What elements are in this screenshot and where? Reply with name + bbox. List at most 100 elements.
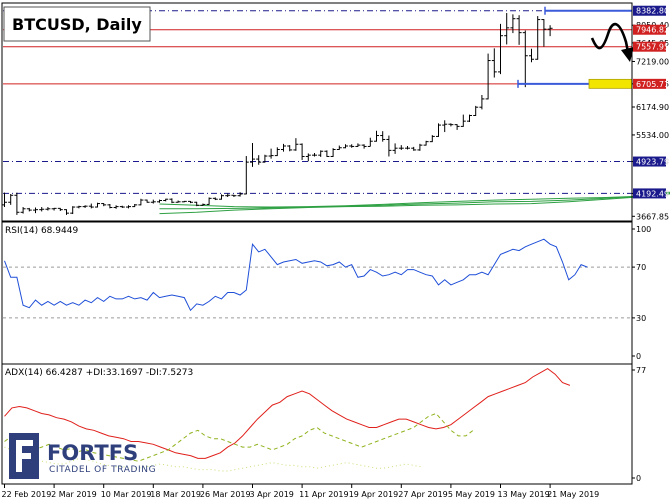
time-tick-label: 26 Mar 2019 — [200, 490, 251, 499]
ohlc-bar — [380, 131, 386, 142]
ohlc-bar — [231, 194, 237, 198]
time-tick-label: 2 Mar 2019 — [51, 490, 97, 499]
ohlc-bar — [516, 15, 522, 45]
ohlc-bar — [367, 137, 373, 147]
rsi-tick-label: 70 — [636, 263, 646, 272]
level-label-box — [633, 24, 666, 35]
bollinger-bands — [159, 191, 670, 215]
time-tick-label: 11 Apr 2019 — [299, 490, 348, 499]
level-label: 6705.71 — [636, 80, 669, 89]
ohlc-bar — [305, 153, 311, 162]
ohlc-bar — [293, 138, 299, 151]
ohlc-bar — [374, 130, 379, 142]
ohlc-bar — [504, 13, 510, 45]
ohlc-bar — [163, 198, 169, 202]
adx-panel: 0 77 ADX(14) 66.4287 +DI:33.1697 -DI:7.52… — [4, 366, 646, 483]
time-tick-label: 13 May 2019 — [498, 490, 550, 499]
rsi-line — [4, 238, 588, 312]
ohlc-bar — [529, 48, 534, 63]
ohlc-bar — [64, 209, 69, 215]
ohlc-bar — [51, 207, 57, 211]
panel-frame-0 — [1, 2, 633, 222]
time-tick-label: 22 Feb 2019 — [2, 490, 52, 499]
adx-title: ADX(14) 66.4287 +DI:33.1697 -DI:7.5273 — [5, 368, 193, 378]
level-label: 4923.79 — [636, 158, 669, 167]
highlight-zone — [588, 78, 633, 89]
ohlc-bars — [2, 13, 553, 215]
level-label-box — [633, 5, 666, 16]
ohlc-bar — [343, 144, 348, 149]
panel-frame-2 — [1, 363, 633, 485]
band-upper-line — [159, 193, 670, 208]
ohlc-bar — [181, 200, 187, 203]
ohlc-bar — [219, 194, 224, 200]
price-tick-label: 5534.00 — [636, 131, 669, 140]
time-tick-label: 19 Apr 2019 — [349, 490, 398, 499]
ohlc-bar — [107, 203, 113, 209]
ohlc-bar — [467, 114, 472, 123]
ohlc-bar — [212, 197, 218, 201]
adx-series-di — [4, 412, 474, 462]
chart-annotations — [517, 6, 634, 89]
price-tick-label: 6174.90 — [636, 103, 669, 112]
band-lower-line — [159, 191, 670, 215]
level-label-box — [633, 41, 666, 52]
level-label: 7557.95 — [636, 43, 669, 52]
logo-wordmark: FORTFS — [47, 441, 138, 465]
ohlc-bar — [429, 135, 435, 143]
ohlc-bar — [392, 143, 398, 154]
ohlc-bar — [498, 23, 503, 75]
ohlc-bar — [405, 146, 410, 150]
ohlc-bar — [318, 150, 324, 157]
ohlc-bar — [256, 155, 262, 165]
ohlc-bar — [423, 140, 429, 146]
price-panel: 3667.854192.494923.795534.006174.906706.… — [2, 3, 670, 484]
adx-lines — [4, 368, 571, 472]
ohlc-bar — [206, 197, 212, 205]
fortfs-logo: FORTFS CITADEL OF TRADING — [9, 433, 156, 479]
forecast-arrow — [590, 22, 630, 53]
adx-series-adx — [4, 368, 571, 459]
logo-tagline: CITADEL OF TRADING — [49, 465, 156, 475]
ohlc-bar — [39, 207, 45, 212]
logo-f-glyph-icon — [16, 440, 33, 472]
ohlc-bar — [150, 199, 156, 204]
ohlc-bar — [138, 198, 144, 206]
rsi-tick-label: 100 — [636, 225, 651, 234]
ohlc-bar — [417, 143, 423, 151]
ohlc-bar — [268, 148, 274, 159]
ohlc-bar — [113, 205, 119, 209]
ohlc-bar — [132, 203, 138, 208]
forecast-arrowhead-icon — [621, 47, 634, 62]
level-label-box — [633, 188, 666, 199]
ohlc-bar — [119, 205, 125, 208]
ohlc-bar — [82, 205, 88, 208]
ohlc-bar — [510, 14, 516, 34]
price-tick-label: 3667.85 — [636, 212, 669, 221]
ohlc-bar — [479, 94, 485, 110]
ohlc-bar — [144, 199, 150, 203]
ohlc-bar — [45, 207, 51, 211]
adx-series-di — [4, 446, 422, 472]
ohlc-bar — [88, 203, 94, 209]
rsi-panel: 0 30 70 100 RSI(14) 68.9449 — [3, 225, 651, 361]
rsi-level-lines — [3, 266, 632, 319]
price-tick-label: 7219.00 — [636, 57, 669, 66]
ohlc-bar — [398, 145, 404, 150]
level-label-box — [633, 78, 666, 89]
rsi-title: RSI(14) 68.9449 — [5, 226, 78, 236]
ohlc-bar — [76, 205, 82, 209]
ohlc-bar — [411, 146, 417, 151]
ohlc-bar — [237, 192, 243, 197]
level-label: 4192.49 — [636, 189, 669, 198]
adx-tick-label: 77 — [636, 366, 646, 375]
ohlc-bar — [547, 25, 553, 37]
time-tick-label: 3 Apr 2019 — [250, 490, 294, 499]
level-label-box — [633, 156, 666, 167]
time-tick-label: 21 May 2019 — [547, 490, 599, 499]
ohlc-bar — [70, 206, 76, 215]
ohlc-bar — [194, 201, 200, 207]
ohlc-bar — [442, 120, 448, 133]
